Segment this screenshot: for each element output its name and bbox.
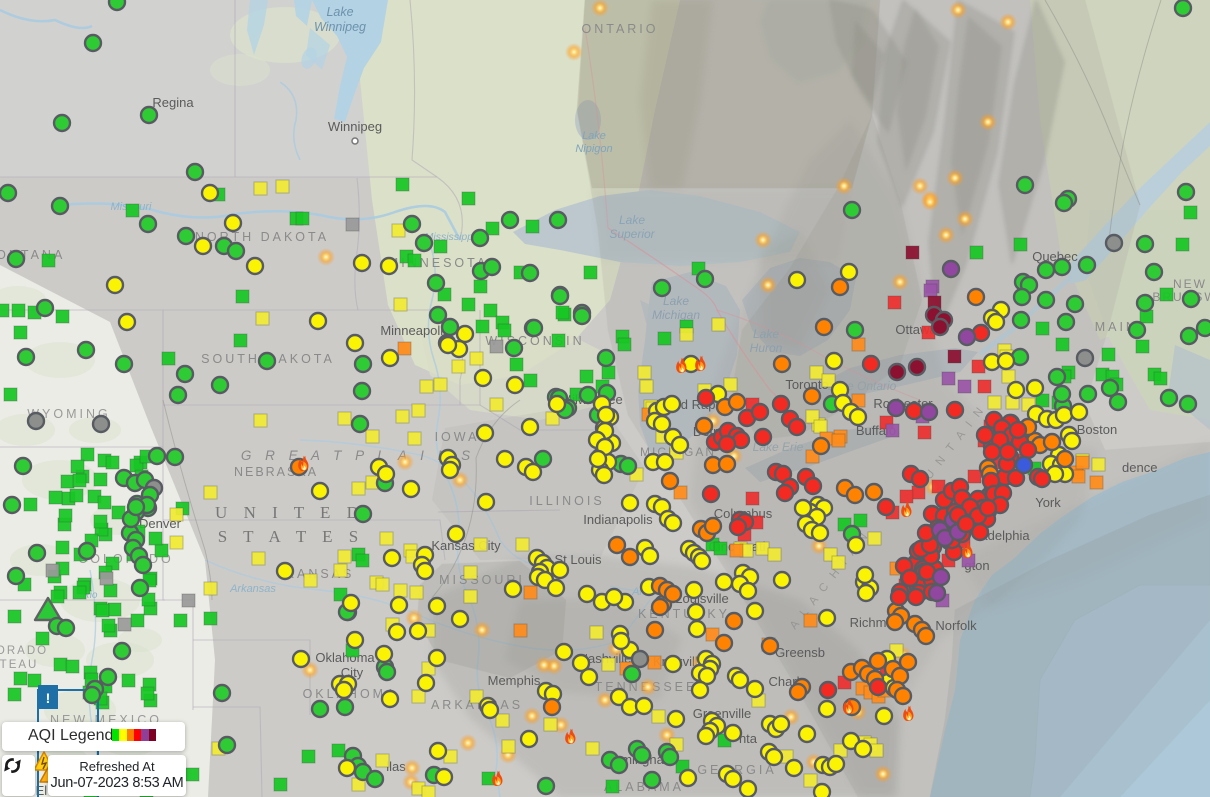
svg-text:Nipigon: Nipigon <box>575 143 612 155</box>
svg-text:MISSOURI: MISSOURI <box>439 573 525 587</box>
svg-text:nta: nta <box>739 731 758 746</box>
svg-text:llas: llas <box>386 759 406 774</box>
svg-text:!: ! <box>46 690 51 706</box>
svg-text:Winnipeg: Winnipeg <box>328 119 382 134</box>
svg-text:adelphia: adelphia <box>980 528 1030 543</box>
svg-text:TEAU: TEAU <box>0 659 38 671</box>
svg-text:Lake: Lake <box>753 327 779 341</box>
svg-text:Boston: Boston <box>1077 422 1117 437</box>
svg-text:Lake: Lake <box>326 5 353 19</box>
svg-text:Norfolk: Norfolk <box>935 618 977 633</box>
svg-text:Michigan: Michigan <box>652 308 700 322</box>
svg-text:NORTH DAKOTA: NORTH DAKOTA <box>195 230 329 244</box>
svg-text:Lake: Lake <box>619 213 645 227</box>
svg-text:Kansas City: Kansas City <box>431 538 501 553</box>
svg-text:S T A T E S: S T A T E S <box>218 527 364 546</box>
svg-text:NEW: NEW <box>1173 277 1207 291</box>
svg-text:ONTARIO: ONTARIO <box>581 22 658 36</box>
svg-text:Richm: Richm <box>850 615 887 630</box>
svg-text:Oklahoma: Oklahoma <box>315 650 375 665</box>
svg-text:Regina: Regina <box>152 95 194 110</box>
svg-text:Winnipeg: Winnipeg <box>314 20 366 34</box>
svg-text:Rio: Rio <box>82 590 97 601</box>
svg-text:ALABAMA: ALABAMA <box>604 780 684 794</box>
svg-text:dence: dence <box>1122 460 1157 475</box>
svg-text:Toronto: Toronto <box>785 377 828 392</box>
svg-text:Indianapolis: Indianapolis <box>583 512 653 527</box>
svg-text:Greensb: Greensb <box>775 645 825 660</box>
svg-text:Minneapolis: Minneapolis <box>380 323 450 338</box>
svg-text:Huron: Huron <box>750 341 783 355</box>
svg-text:GEORGIA: GEORGIA <box>697 763 776 777</box>
svg-text:York: York <box>1035 495 1061 510</box>
svg-text:IOWA: IOWA <box>435 430 480 444</box>
svg-text:WYOMING: WYOMING <box>27 407 111 421</box>
svg-text:U N I T E D: U N I T E D <box>215 503 365 522</box>
svg-text:Superior: Superior <box>609 227 655 241</box>
svg-text:St Louis: St Louis <box>555 552 602 567</box>
svg-text:ORADO: ORADO <box>0 645 48 657</box>
svg-text:ILLINOIS: ILLINOIS <box>529 494 604 508</box>
svg-text:Memphis: Memphis <box>488 673 541 688</box>
svg-text:Lake: Lake <box>582 130 606 142</box>
svg-text:Arkansas: Arkansas <box>229 583 276 595</box>
svg-text:Lake: Lake <box>663 294 689 308</box>
